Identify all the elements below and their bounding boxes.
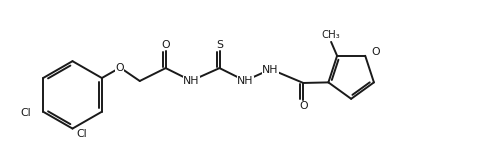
Text: O: O: [299, 101, 308, 111]
Text: O: O: [116, 63, 124, 73]
Text: S: S: [216, 40, 223, 50]
Text: CH₃: CH₃: [322, 30, 341, 40]
Text: O: O: [371, 47, 380, 57]
Text: NH: NH: [237, 76, 253, 86]
Text: Cl: Cl: [20, 108, 31, 118]
Text: Cl: Cl: [77, 128, 87, 138]
Text: NH: NH: [183, 76, 200, 86]
Text: NH: NH: [262, 65, 279, 75]
Text: O: O: [161, 40, 170, 50]
